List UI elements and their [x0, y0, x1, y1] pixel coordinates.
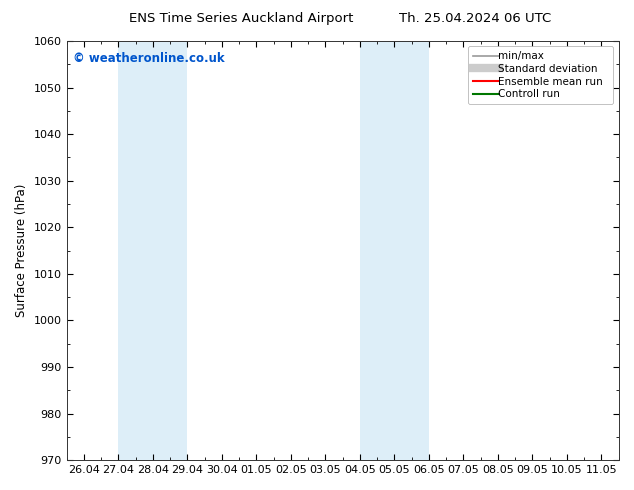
Text: © weatheronline.co.uk: © weatheronline.co.uk: [73, 51, 225, 65]
Bar: [359, 41, 429, 460]
Text: ENS Time Series Auckland Airport: ENS Time Series Auckland Airport: [129, 12, 353, 25]
Y-axis label: Surface Pressure (hPa): Surface Pressure (hPa): [15, 184, 28, 318]
Text: Th. 25.04.2024 06 UTC: Th. 25.04.2024 06 UTC: [399, 12, 552, 25]
Bar: [119, 41, 187, 460]
Legend: min/max, Standard deviation, Ensemble mean run, Controll run: min/max, Standard deviation, Ensemble me…: [468, 46, 613, 104]
